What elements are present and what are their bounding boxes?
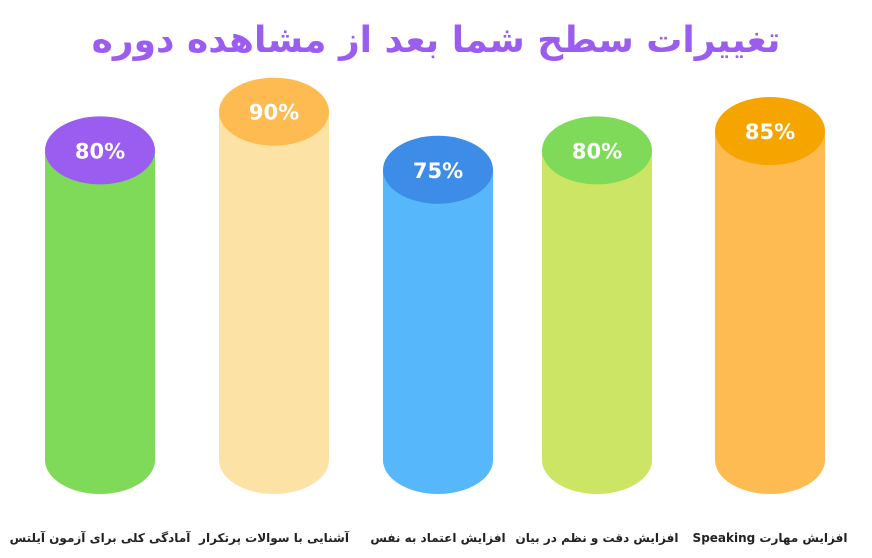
bar-2: 90% آشنایی با سوالات پرتکرار bbox=[198, 77, 350, 546]
value-label-1: 80% bbox=[75, 139, 125, 163]
value-label-2: 90% bbox=[249, 101, 299, 125]
chart-title: تغییرات سطح شما بعد از مشاهده دوره bbox=[91, 20, 781, 61]
category-label-1: آمادگی کلی برای آزمون آیلتس bbox=[10, 530, 192, 546]
category-label-3: افزایش اعتماد به نفس bbox=[370, 531, 505, 545]
bar-1: 80% آمادگی کلی برای آزمون آیلتس bbox=[10, 116, 192, 546]
bar-body-4 bbox=[542, 150, 652, 494]
bar-cap-3 bbox=[383, 135, 493, 204]
bar-body-1 bbox=[45, 150, 155, 494]
bar-cap-4 bbox=[542, 116, 652, 185]
bar-5: 85% افزایش مهارت Speaking bbox=[693, 97, 848, 545]
category-label-5: افزایش مهارت Speaking bbox=[693, 531, 848, 545]
bar-4: 80% افزایش دقت و نظم در بیان bbox=[516, 116, 679, 546]
category-label-4: افزایش دقت و نظم در بیان bbox=[516, 531, 679, 546]
bar-body-3 bbox=[383, 169, 493, 494]
category-label-2: آشنایی با سوالات پرتکرار bbox=[198, 530, 350, 546]
value-label-3: 75% bbox=[413, 159, 463, 183]
bar-cap-5 bbox=[715, 97, 825, 166]
bar-body-2 bbox=[219, 111, 329, 494]
value-label-5: 85% bbox=[745, 120, 795, 144]
value-label-4: 80% bbox=[572, 139, 622, 163]
bar-body-5 bbox=[715, 131, 825, 495]
bar-cap-2 bbox=[219, 77, 329, 146]
bar-3: 75% افزایش اعتماد به نفس bbox=[370, 135, 506, 545]
bar-cap-1 bbox=[45, 116, 155, 185]
